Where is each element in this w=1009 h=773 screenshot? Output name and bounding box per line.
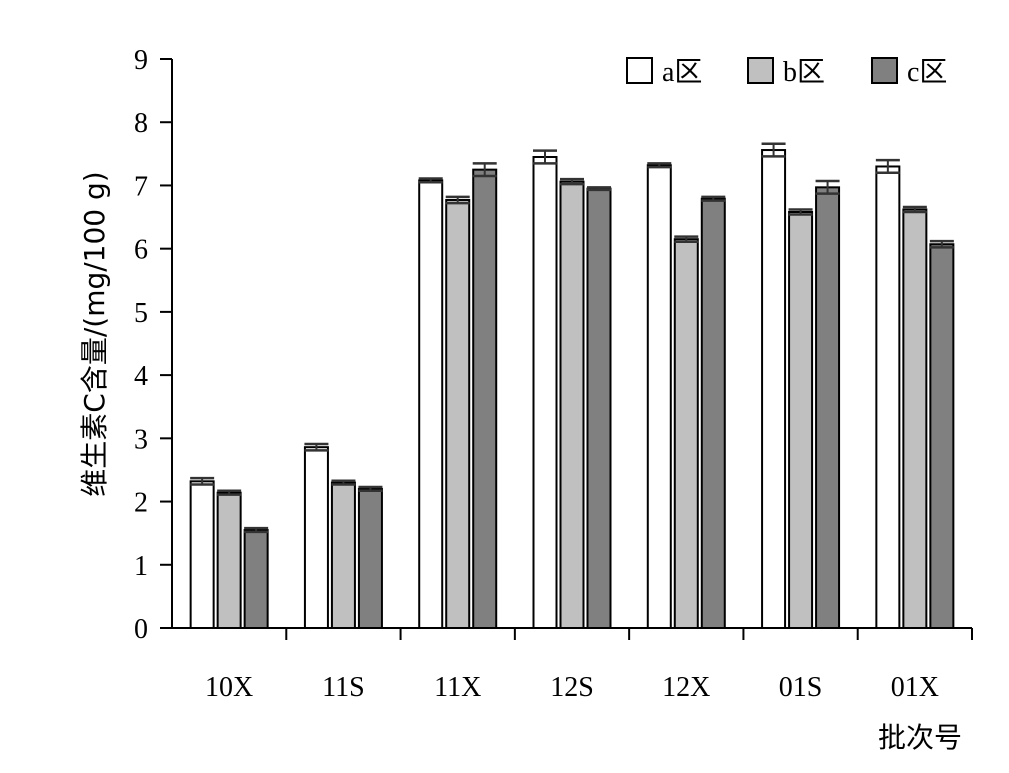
bar	[646, 164, 672, 629]
y-tick-label: 0	[134, 614, 148, 645]
legend-label: c区	[907, 57, 947, 88]
y-tick-label: 4	[134, 361, 148, 392]
x-axis-ticks: 10X 11S 11X 12S 12X 01S 01X	[205, 628, 973, 703]
x-tick-label: 01X	[891, 672, 939, 703]
bar	[559, 180, 585, 629]
y-tick-label: 7	[134, 171, 148, 202]
bars	[189, 142, 955, 630]
x-tick-label: 12S	[550, 672, 594, 703]
bar	[815, 186, 841, 629]
x-tick-label: 12X	[662, 672, 710, 703]
y-tick-label: 6	[134, 235, 148, 266]
legend: a区 b区 c区	[626, 57, 947, 88]
bar	[532, 155, 558, 629]
bar	[761, 149, 787, 629]
bar	[902, 208, 928, 629]
x-tick-label: 11S	[322, 672, 365, 703]
bar	[586, 187, 612, 629]
bar	[472, 168, 498, 629]
legend-swatch	[626, 57, 653, 84]
y-axis-title: 维生素C含量/(mg/100 g)	[78, 171, 111, 496]
bar	[700, 197, 726, 630]
x-tick-label: 10X	[205, 672, 253, 703]
x-tick-label: 01S	[779, 672, 823, 703]
bar	[418, 179, 444, 630]
legend-label: a区	[662, 57, 702, 88]
y-tick-label: 3	[134, 424, 148, 455]
legend-label: b区	[783, 57, 825, 88]
y-tick-label: 8	[134, 108, 148, 139]
bar	[673, 238, 699, 630]
bar	[243, 529, 269, 629]
y-axis-ticks: 0 1 2 3 4 5 6 7 8 9	[134, 45, 172, 645]
bar	[875, 165, 901, 629]
bar	[788, 210, 814, 629]
bar	[303, 446, 329, 629]
bar	[189, 480, 215, 629]
legend-swatch	[871, 57, 898, 84]
y-tick-label: 5	[134, 298, 148, 329]
bar	[357, 487, 383, 629]
bar	[929, 243, 955, 629]
y-tick-label: 9	[134, 45, 148, 76]
bar	[445, 198, 471, 629]
y-tick-label: 2	[134, 488, 148, 519]
legend-swatch	[747, 57, 774, 84]
x-tick-label: 11X	[434, 672, 481, 703]
bar	[216, 491, 242, 629]
y-tick-label: 1	[134, 551, 148, 582]
bar	[330, 481, 356, 630]
x-axis-title: 批次号	[878, 721, 962, 754]
